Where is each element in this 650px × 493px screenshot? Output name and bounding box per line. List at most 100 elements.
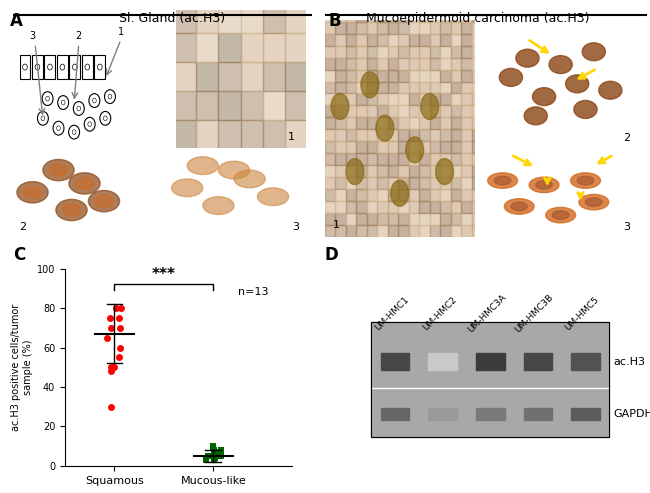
Bar [398, 46, 409, 58]
Bar [419, 165, 430, 177]
Circle shape [532, 88, 556, 106]
Bar [461, 22, 471, 34]
Bar [196, 4, 218, 34]
Circle shape [43, 159, 74, 181]
Bar [356, 189, 367, 201]
Bar [346, 141, 356, 153]
Bar [356, 10, 367, 22]
Bar [335, 34, 346, 46]
Bar [450, 10, 461, 22]
Bar [430, 189, 440, 201]
Bar [476, 408, 504, 420]
Point [203, 452, 213, 460]
Bar [346, 213, 356, 225]
Bar [325, 141, 335, 153]
Bar [450, 141, 461, 153]
Bar [440, 165, 450, 177]
Bar [263, 34, 285, 62]
Bar [398, 106, 409, 117]
Bar [377, 58, 388, 70]
Bar [450, 34, 461, 46]
Bar [388, 225, 398, 237]
Bar [388, 70, 398, 81]
Bar [450, 46, 461, 58]
Bar [346, 10, 356, 22]
Point [216, 452, 226, 460]
Bar [461, 213, 471, 225]
Bar [471, 106, 482, 117]
Bar [367, 0, 377, 10]
Bar [356, 70, 367, 81]
Bar [240, 120, 263, 149]
Bar [367, 225, 377, 237]
Bar [461, 201, 471, 213]
Circle shape [17, 181, 48, 203]
Bar [367, 153, 377, 165]
Bar [450, 225, 461, 237]
Bar [440, 201, 450, 213]
Text: 3: 3 [623, 222, 630, 232]
Bar [430, 81, 440, 94]
Bar [419, 213, 430, 225]
Bar [440, 22, 450, 34]
Bar [218, 4, 240, 34]
Bar [409, 153, 419, 165]
Bar [471, 117, 482, 129]
Bar [419, 153, 430, 165]
Circle shape [391, 180, 409, 206]
Circle shape [49, 164, 68, 176]
Circle shape [421, 94, 439, 119]
Bar [398, 189, 409, 201]
Text: 2: 2 [20, 222, 27, 232]
Bar [476, 353, 504, 370]
Bar [471, 177, 482, 189]
Text: D: D [325, 246, 339, 265]
Bar [218, 120, 240, 149]
Text: UM-HMC3A: UM-HMC3A [466, 293, 508, 335]
Bar [335, 129, 346, 141]
Text: C: C [13, 246, 25, 265]
Bar [356, 117, 367, 129]
Bar [346, 189, 356, 201]
Bar [377, 22, 388, 34]
Bar [346, 94, 356, 106]
Bar [325, 117, 335, 129]
Bar [398, 201, 409, 213]
Bar [388, 177, 398, 189]
Point [208, 444, 218, 452]
Bar [388, 0, 398, 10]
Circle shape [346, 159, 364, 184]
Bar [388, 106, 398, 117]
Text: B: B [328, 12, 341, 31]
Bar [335, 0, 346, 10]
Bar [450, 22, 461, 34]
Bar [471, 58, 482, 70]
Bar [450, 213, 461, 225]
Bar [440, 153, 450, 165]
Bar [430, 117, 440, 129]
Bar [367, 58, 377, 70]
Bar [263, 120, 285, 149]
Circle shape [331, 94, 349, 119]
Bar [196, 91, 218, 120]
Bar [218, 91, 240, 120]
Bar [367, 10, 377, 22]
Bar [377, 189, 388, 201]
Bar [335, 22, 346, 34]
Bar [377, 129, 388, 141]
Bar [367, 189, 377, 201]
Bar [263, 91, 285, 120]
Bar [356, 106, 367, 117]
Bar [367, 106, 377, 117]
Circle shape [436, 159, 454, 184]
Bar [335, 201, 346, 213]
Bar [82, 55, 93, 79]
Bar [335, 189, 346, 201]
Circle shape [552, 211, 569, 219]
Circle shape [579, 194, 608, 210]
Bar [471, 201, 482, 213]
Bar [440, 46, 450, 58]
Bar [377, 141, 388, 153]
Bar [377, 225, 388, 237]
Point [201, 454, 211, 462]
